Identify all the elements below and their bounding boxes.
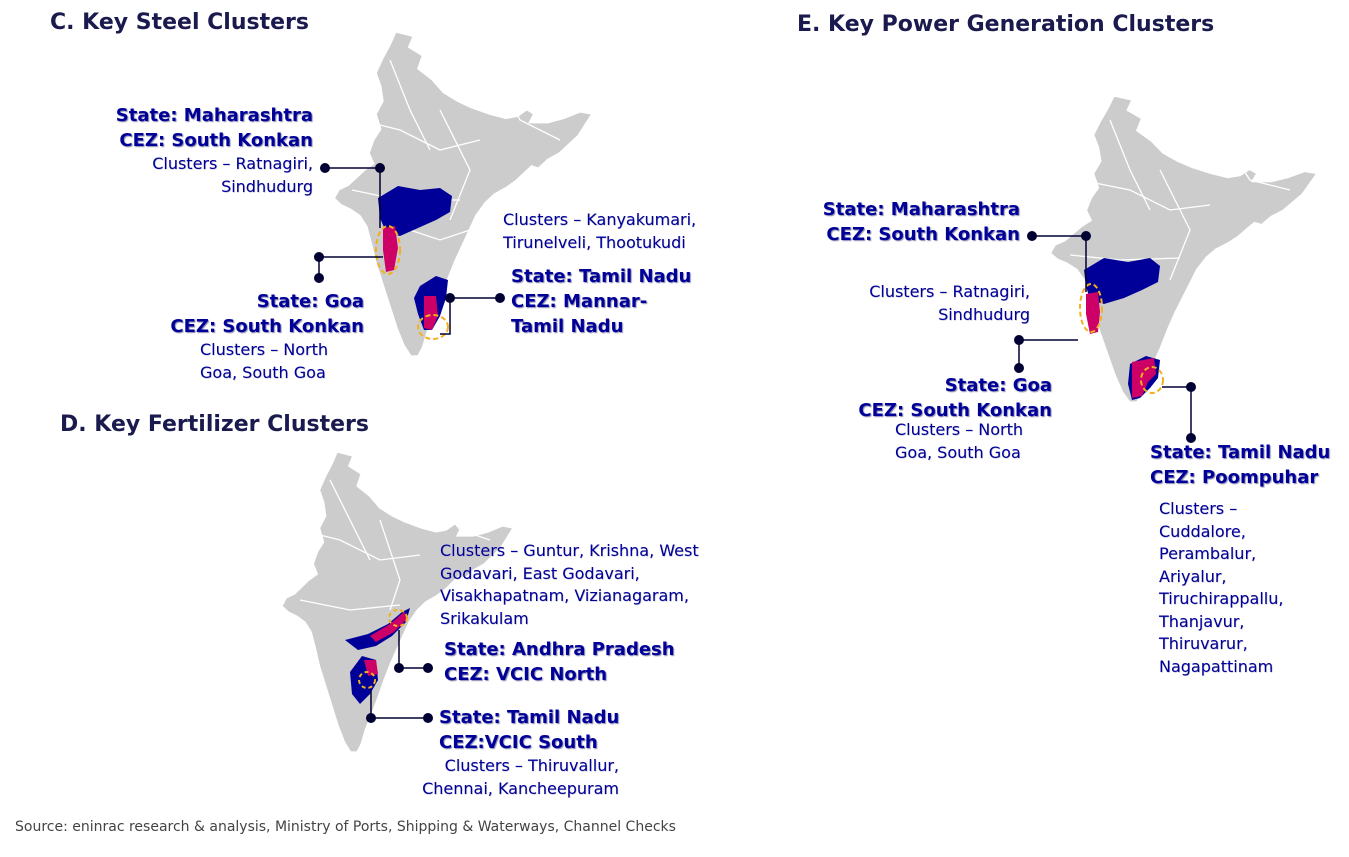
fertilizer-andhra-label: State: Andhra Pradesh CEZ: VCIC North bbox=[444, 637, 675, 687]
power-maharashtra-cez: CEZ: South Konkan bbox=[826, 224, 1020, 245]
power-tamilnadu-highlight bbox=[1140, 366, 1164, 394]
power-tamilnadu-clusters-line2: Cuddalore, bbox=[1159, 521, 1246, 541]
power-tamilnadu-label: State: Tamil Nadu CEZ: Poompuhar bbox=[1150, 440, 1330, 490]
steel-maharashtra-highlight bbox=[375, 225, 401, 275]
steel-tamilnadu-clusters-line2: Tirunelveli, Thootukudi bbox=[503, 232, 686, 252]
steel-section-title: C. Key Steel Clusters bbox=[50, 10, 309, 35]
fertilizer-andhra-clusters-line1: Clusters – Guntur, Krishna, West bbox=[440, 541, 699, 560]
power-tamilnadu-state-name: State: Tamil Nadu bbox=[1150, 442, 1331, 463]
power-tamilnadu-cez: CEZ: Poompuhar bbox=[1150, 467, 1319, 488]
power-tamilnadu-clusters: Clusters – Cuddalore, Perambalur, Ariyal… bbox=[1159, 498, 1283, 678]
power-maharashtra-coast bbox=[1086, 292, 1100, 334]
power-maharashtra-clusters-line1: Clusters – Ratnagiri, bbox=[869, 282, 1030, 301]
fertilizer-andhra-coast bbox=[370, 612, 408, 642]
fertilizer-tamilnadu-clusters: Clusters – Thiruvallur, Chennai, Kanchee… bbox=[422, 755, 619, 800]
fertilizer-tamilnadu-cez: CEZ:VCIC South bbox=[439, 732, 598, 753]
power-map bbox=[1014, 95, 1318, 443]
steel-maharashtra-clusters-line2: Sindhudurg bbox=[221, 176, 313, 196]
fertilizer-andhra-state-name: State: Andhra Pradesh bbox=[444, 639, 675, 660]
steel-tamilnadu-clusters: Clusters – Kanyakumari, Tirunelveli, Tho… bbox=[503, 209, 696, 254]
power-maharashtra-label: State: Maharashtra CEZ: South Konkan bbox=[823, 197, 1020, 247]
steel-tamilnadu-state-name: State: Tamil Nadu bbox=[511, 266, 692, 287]
power-maharashtra-clusters-line2: Sindhudurg bbox=[938, 304, 1030, 324]
power-tamilnadu-clusters-line6: Thanjavur, bbox=[1159, 611, 1245, 631]
power-goa-cez: CEZ: South Konkan bbox=[858, 400, 1052, 421]
power-tamilnadu-clusters-line4: Ariyalur, bbox=[1159, 566, 1227, 586]
steel-maharashtra-state bbox=[378, 186, 452, 236]
steel-tamilnadu-coast bbox=[424, 296, 438, 330]
fertilizer-tamilnadu-label: State: Tamil Nadu CEZ:VCIC South bbox=[439, 705, 619, 755]
power-maharashtra-state bbox=[1084, 258, 1160, 304]
power-maharashtra-highlight bbox=[1079, 283, 1103, 333]
power-tamilnadu-clusters-line8: Nagapattinam bbox=[1159, 656, 1274, 676]
steel-maharashtra-cez: CEZ: South Konkan bbox=[119, 130, 313, 151]
steel-tamilnadu-highlight bbox=[417, 314, 449, 340]
power-tamilnadu-clusters-line7: Thiruvarur, bbox=[1159, 634, 1248, 653]
fertilizer-andhra-clusters-line4: Srikakulam bbox=[440, 608, 529, 628]
steel-goa-label: State: Goa CEZ: South Konkan bbox=[170, 289, 364, 339]
power-maharashtra-state-name: State: Maharashtra bbox=[822, 199, 1020, 220]
fertilizer-map bbox=[281, 451, 514, 753]
steel-tamilnadu-label: State: Tamil Nadu CEZ: Mannar- Tamil Nad… bbox=[511, 264, 691, 339]
fertilizer-andhra-clusters: Clusters – Guntur, Krishna, West Godavar… bbox=[440, 540, 699, 630]
steel-maharashtra-label: State: Maharashtra CEZ: South Konkan Clu… bbox=[116, 103, 313, 198]
fertilizer-tamilnadu-clusters-line1: Clusters – Thiruvallur, bbox=[444, 756, 619, 775]
fertilizer-tamilnadu-highlight bbox=[358, 671, 376, 689]
steel-maharashtra-coast bbox=[383, 226, 398, 272]
source-note: Source: eninrac research & analysis, Min… bbox=[15, 819, 676, 835]
fertilizer-tamilnadu-state-name: State: Tamil Nadu bbox=[439, 707, 620, 728]
power-tamilnadu-clusters-line3: Perambalur, bbox=[1159, 544, 1257, 563]
power-tamilnadu-clusters-line1: Clusters – bbox=[1159, 499, 1238, 518]
fertilizer-andhra-state bbox=[345, 608, 410, 650]
steel-map bbox=[314, 31, 593, 357]
steel-goa-clusters-line2: Goa, South Goa bbox=[200, 362, 326, 382]
power-goa-label: State: Goa CEZ: South Konkan bbox=[858, 373, 1052, 423]
power-section-title: E. Key Power Generation Clusters bbox=[797, 12, 1215, 37]
steel-maharashtra-state-name: State: Maharashtra bbox=[115, 105, 313, 126]
power-goa-clusters: Clusters – North Goa, South Goa bbox=[895, 419, 1023, 464]
power-tamilnadu-coast bbox=[1132, 358, 1156, 398]
power-tamilnadu-clusters-line5: Tiruchirappallu, bbox=[1159, 589, 1284, 608]
fertilizer-section-title: D. Key Fertilizer Clusters bbox=[60, 412, 369, 437]
steel-tamilnadu-cez-line1: CEZ: Mannar- bbox=[511, 291, 648, 312]
fertilizer-andhra-cez: CEZ: VCIC North bbox=[444, 664, 608, 685]
fertilizer-andhra-clusters-line2: Godavari, East Godavari, bbox=[440, 563, 640, 583]
steel-tamilnadu-cez-line2: Tamil Nadu bbox=[511, 316, 624, 337]
steel-tamilnadu-clusters-line1: Clusters – Kanyakumari, bbox=[503, 210, 697, 229]
steel-goa-state-name: State: Goa bbox=[256, 291, 364, 312]
steel-goa-clusters: Clusters – North Goa, South Goa bbox=[200, 339, 328, 384]
power-goa-clusters-line1: Clusters – North bbox=[895, 420, 1024, 439]
steel-goa-clusters-line1: Clusters – North bbox=[200, 340, 329, 359]
power-goa-state-name: State: Goa bbox=[944, 375, 1052, 396]
fertilizer-tamilnadu-clusters-line2: Chennai, Kancheepuram bbox=[422, 778, 619, 798]
power-goa-clusters-line2: Goa, South Goa bbox=[895, 442, 1021, 462]
steel-goa-cez: CEZ: South Konkan bbox=[170, 316, 364, 337]
fertilizer-andhra-clusters-line3: Visakhapatnam, Vizianagaram, bbox=[440, 586, 689, 605]
power-maharashtra-clusters: Clusters – Ratnagiri, Sindhudurg bbox=[869, 281, 1030, 326]
steel-maharashtra-clusters-line1: Clusters – Ratnagiri, bbox=[152, 154, 313, 173]
fertilizer-andhra-highlight bbox=[388, 609, 408, 627]
